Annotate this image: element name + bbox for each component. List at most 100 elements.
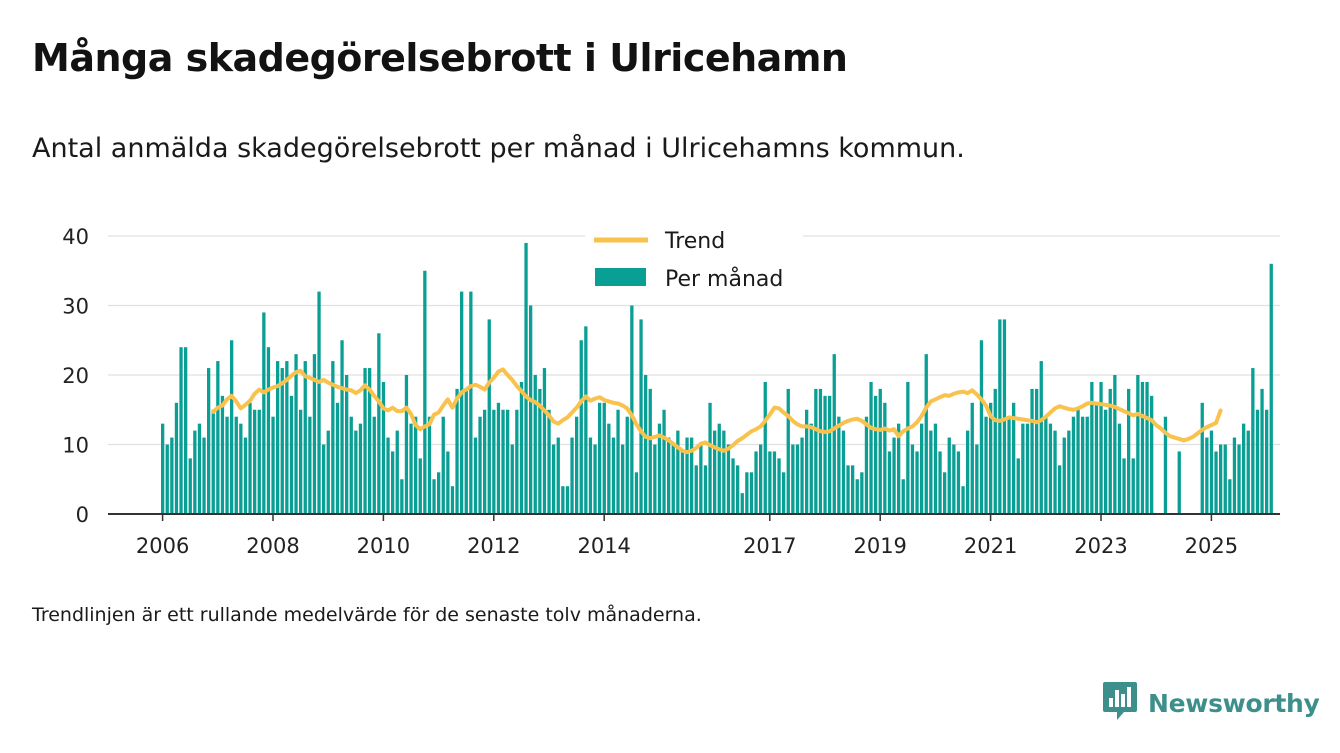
bar	[519, 381, 524, 514]
bar	[207, 368, 211, 514]
bar	[938, 451, 942, 514]
bar	[1260, 388, 1264, 514]
bar	[920, 423, 924, 514]
bar	[450, 486, 455, 514]
bar	[800, 437, 804, 514]
bar	[524, 242, 528, 514]
bar	[1127, 388, 1131, 514]
bar	[1150, 395, 1154, 514]
bar	[639, 319, 643, 514]
bar	[630, 305, 634, 514]
bar	[676, 430, 680, 514]
bar	[883, 402, 887, 514]
bar	[878, 388, 882, 514]
bar	[400, 479, 404, 514]
x-tick-label: 2021	[964, 534, 1017, 558]
bar	[561, 486, 565, 514]
chart-note: Trendlinjen är ett rullande medelvärde f…	[32, 604, 702, 626]
bar	[230, 340, 234, 514]
bar	[386, 437, 390, 514]
bar	[1219, 444, 1223, 514]
legend-bar-swatch	[595, 268, 646, 286]
bar	[547, 409, 551, 514]
bar	[1071, 416, 1076, 514]
bar	[1237, 444, 1241, 514]
chart-subtitle: Antal anmälda skadegörelsebrott per måna…	[32, 133, 965, 164]
bar	[933, 423, 938, 514]
bar	[253, 409, 257, 514]
bar	[740, 493, 744, 514]
bar	[864, 416, 869, 514]
y-tick-label: 20	[62, 364, 89, 388]
bar	[970, 402, 974, 514]
bar	[667, 437, 671, 514]
bar	[174, 402, 179, 514]
bar	[818, 388, 823, 514]
bar	[184, 347, 188, 514]
bar	[699, 444, 703, 514]
bar	[671, 444, 675, 514]
bar	[170, 437, 174, 514]
bar	[496, 402, 501, 514]
bar	[1209, 430, 1214, 514]
y-tick-label: 10	[62, 434, 89, 458]
newsworthy-logo-icon	[1102, 681, 1138, 725]
bar	[993, 388, 997, 514]
bar	[607, 423, 611, 514]
bar	[713, 430, 717, 514]
x-tick-label: 2012	[467, 534, 520, 558]
bar	[368, 368, 372, 514]
bar	[239, 423, 243, 514]
bar	[975, 444, 979, 514]
bar	[179, 347, 183, 514]
bar	[395, 430, 399, 514]
bar	[786, 388, 790, 514]
bar	[809, 423, 813, 514]
bar	[161, 423, 165, 514]
bar	[345, 375, 349, 514]
bar	[1099, 381, 1103, 514]
bar	[1021, 423, 1025, 514]
bar	[377, 333, 381, 514]
bar	[708, 402, 712, 514]
bar	[1076, 409, 1080, 514]
bar	[303, 361, 307, 514]
bar	[956, 451, 961, 514]
bar	[1085, 416, 1089, 514]
bar	[404, 375, 409, 514]
bar	[703, 465, 708, 514]
bar	[901, 479, 905, 514]
x-tick-label: 2010	[357, 534, 410, 558]
bar	[892, 437, 896, 514]
bar	[165, 444, 169, 514]
bar	[225, 416, 229, 514]
bar	[579, 340, 583, 514]
bar	[1242, 423, 1246, 514]
bar	[841, 430, 846, 514]
bar	[653, 444, 657, 514]
bar	[887, 451, 892, 514]
bar	[1108, 388, 1112, 514]
bar	[1131, 458, 1135, 514]
bar	[285, 361, 289, 514]
x-tick-label: 2019	[853, 534, 906, 558]
bar	[202, 437, 206, 514]
bar	[354, 430, 358, 514]
bar	[427, 416, 432, 514]
bar	[690, 437, 694, 514]
bar	[1200, 402, 1204, 514]
bar	[754, 451, 758, 514]
bar	[961, 486, 965, 514]
x-tick-label: 2008	[246, 534, 299, 558]
bar	[312, 354, 317, 514]
bar	[1136, 375, 1140, 514]
bar	[1122, 458, 1126, 514]
bar	[1039, 361, 1043, 514]
bar	[828, 395, 832, 514]
bar	[1251, 368, 1255, 514]
brand-name: Newsworthy	[1148, 688, 1320, 718]
bar	[358, 423, 363, 514]
bar	[598, 402, 602, 514]
bar	[1205, 437, 1209, 514]
bar	[772, 451, 777, 514]
